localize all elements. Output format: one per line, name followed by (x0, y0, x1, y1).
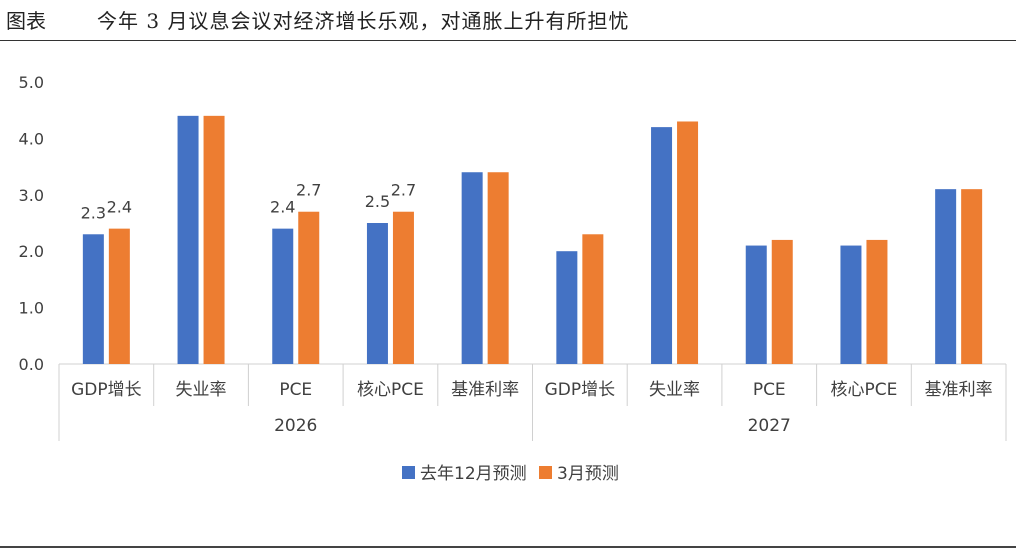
bar-march-forecast (582, 234, 604, 364)
legend-swatch (402, 466, 415, 479)
y-tick-label: 0.0 (19, 355, 44, 374)
bar-december-forecast (82, 234, 104, 364)
bar-december-forecast (556, 251, 578, 364)
y-tick-label: 1.0 (19, 299, 44, 318)
y-tick-label: 4.0 (19, 129, 44, 148)
data-label: 2.3 (81, 203, 106, 222)
bar-december-forecast (177, 115, 199, 364)
x-group-label: 2027 (748, 416, 791, 436)
x-category-label: PCE (753, 380, 786, 400)
y-tick-label: 5.0 (19, 73, 44, 92)
x-category-label: GDP增长 (71, 380, 142, 400)
x-category-label: 失业率 (176, 380, 227, 400)
y-tick-label: 3.0 (19, 186, 44, 205)
bar-march-forecast (108, 228, 130, 364)
bar-march-forecast (771, 239, 793, 364)
legend-swatch (539, 466, 552, 479)
x-group-label: 2026 (274, 416, 317, 436)
x-category-label: 核心PCE (357, 380, 424, 400)
figure-label: 图表 (6, 9, 46, 33)
bar-december-forecast (461, 172, 483, 364)
x-category-label: PCE (279, 380, 312, 400)
bar-december-forecast (366, 223, 388, 364)
bar-december-forecast (745, 245, 767, 364)
bar-march-forecast (298, 211, 320, 364)
legend-entry: 去年12月预测 (420, 464, 527, 484)
x-category-label: 基准利率 (451, 380, 519, 400)
x-category-label: GDP增长 (545, 380, 616, 400)
y-tick-label: 2.0 (19, 242, 44, 261)
bar-march-forecast (487, 172, 509, 364)
bar-march-forecast (961, 189, 983, 364)
x-category-label: 核心PCE (831, 380, 898, 400)
bar-march-forecast (866, 239, 888, 364)
legend-entry: 3月预测 (557, 464, 619, 484)
bar-december-forecast (272, 228, 294, 364)
bar-march-forecast (392, 211, 414, 364)
bar-december-forecast (840, 245, 862, 364)
bar-december-forecast (935, 189, 957, 364)
x-category-label: 基准利率 (925, 380, 993, 400)
bar-december-forecast (651, 127, 673, 365)
figure-title: 今年 3 月议息会议对经济增长乐观，对通胀上升有所担忧 (97, 9, 630, 33)
data-label: 2.4 (270, 198, 295, 217)
data-label: 2.7 (296, 181, 321, 200)
x-category-label: 失业率 (649, 380, 700, 400)
bar-march-forecast (677, 121, 699, 364)
bar-march-forecast (203, 115, 225, 364)
data-label: 2.7 (391, 181, 416, 200)
data-label: 2.4 (107, 198, 132, 217)
footer-divider (0, 546, 1016, 548)
data-label: 2.5 (365, 192, 390, 211)
figure-header: 图表 今年 3 月议息会议对经济增长乐观，对通胀上升有所担忧 (0, 0, 1016, 41)
